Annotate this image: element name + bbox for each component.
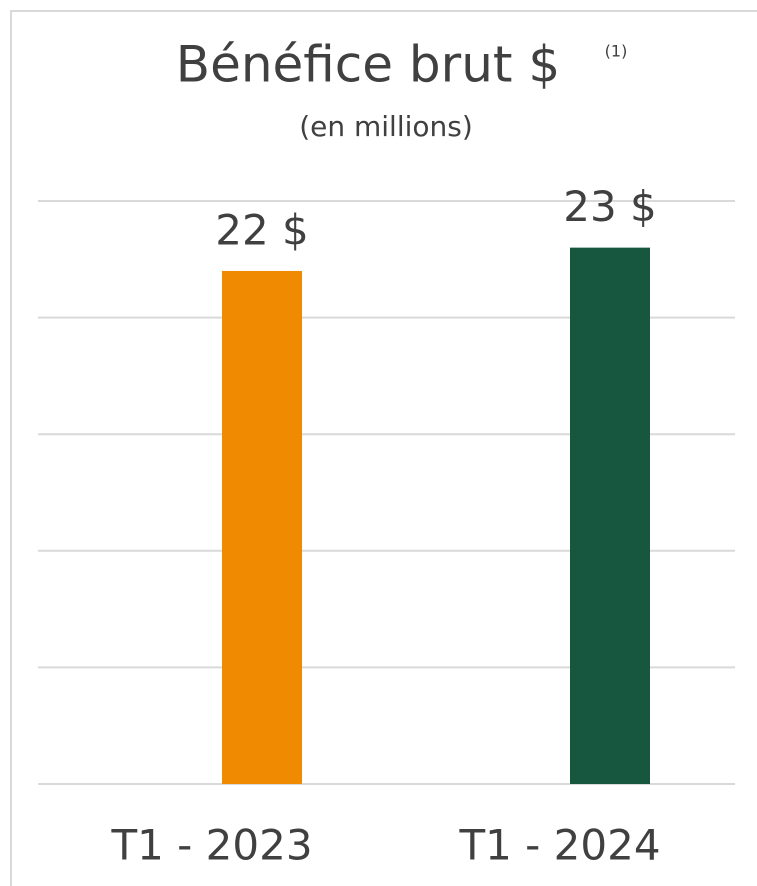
value-label: 23 $ xyxy=(563,182,657,231)
bar xyxy=(570,247,650,784)
title-note: (1) xyxy=(605,42,628,61)
card-border xyxy=(10,10,757,886)
chart-title: Bénéfice brut $ xyxy=(176,36,560,94)
chart-subtitle: (en millions) xyxy=(299,110,473,143)
x-tick-label: T1 - 2024 xyxy=(458,821,660,870)
value-label: 22 $ xyxy=(215,205,309,254)
x-tick-label: T1 - 2023 xyxy=(110,821,312,870)
bar xyxy=(222,270,302,785)
